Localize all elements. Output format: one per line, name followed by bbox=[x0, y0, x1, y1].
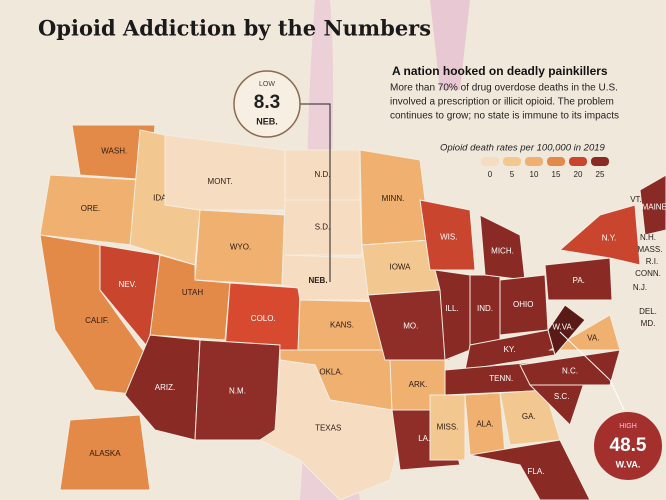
state-label: IND. bbox=[477, 304, 493, 313]
legend-swatch bbox=[503, 157, 521, 166]
state-label: PA. bbox=[573, 276, 585, 285]
body-line: involved a prescription or illicit opioi… bbox=[390, 97, 614, 108]
state-label: OHIO bbox=[513, 300, 533, 309]
state bbox=[558, 204, 641, 266]
low-label: LOW bbox=[259, 81, 275, 88]
legend-swatch bbox=[481, 157, 499, 166]
low-value: 8.3 bbox=[254, 92, 280, 113]
high-state: W.VA. bbox=[616, 459, 641, 469]
legend-tick-label: 5 bbox=[510, 170, 515, 179]
legend: 0 5 10 15 20 25 bbox=[481, 157, 609, 179]
state-label: VT. bbox=[630, 195, 642, 204]
state bbox=[282, 199, 363, 256]
state bbox=[419, 199, 476, 271]
state bbox=[434, 269, 471, 361]
state-label: ARK. bbox=[409, 380, 428, 389]
high-leader bbox=[559, 331, 626, 413]
legend-tick-label: 25 bbox=[596, 170, 605, 179]
state-label: N.Y. bbox=[602, 234, 617, 243]
state-label: GA. bbox=[522, 412, 536, 421]
state bbox=[548, 314, 621, 351]
high-callout bbox=[592, 410, 664, 482]
low-state: NEB. bbox=[256, 116, 278, 126]
state-label: ORE. bbox=[81, 204, 101, 213]
state bbox=[259, 359, 401, 500]
watercolor bbox=[430, 0, 470, 90]
state-label: N.H. bbox=[640, 233, 656, 242]
title: Opioid Addiction by the Numbers bbox=[38, 16, 431, 41]
state-label: N.J. bbox=[633, 283, 647, 292]
state-label: CALIF. bbox=[85, 316, 109, 325]
state-label: MINN. bbox=[382, 194, 405, 203]
state-label: UTAH bbox=[182, 288, 203, 297]
legend-swatch bbox=[525, 157, 543, 166]
legend-tick-label: 15 bbox=[552, 170, 561, 179]
legend-swatch bbox=[591, 157, 609, 166]
heading: A nation hooked on deadly painkillers bbox=[392, 64, 608, 78]
legend-swatch bbox=[569, 157, 587, 166]
state-label: ILL. bbox=[445, 304, 458, 313]
state-label: N.C. bbox=[562, 366, 578, 375]
state bbox=[547, 304, 586, 357]
state bbox=[544, 257, 613, 301]
state bbox=[429, 394, 466, 461]
state-label: MICH. bbox=[491, 246, 514, 255]
state-label: ALASKA bbox=[89, 449, 121, 458]
state-label: MD. bbox=[641, 319, 656, 328]
map: WASH.ORE.CALIF.NEV.IDAHOMONT.WYO.UTAHCOL… bbox=[39, 124, 666, 500]
state-label: DEL. bbox=[639, 307, 657, 316]
state-label: N.D. bbox=[315, 170, 331, 179]
state-label: LA. bbox=[418, 434, 430, 443]
state-label: ARIZ. bbox=[155, 383, 175, 392]
state-label: MO. bbox=[403, 321, 418, 330]
legend-tick-label: 10 bbox=[530, 170, 539, 179]
state-label: CONN. bbox=[635, 269, 661, 278]
low-leader bbox=[300, 103, 331, 282]
state-label: N.M. bbox=[229, 386, 246, 395]
body-line: More than 70% of drug overdose deaths in… bbox=[390, 83, 618, 94]
state-label: IOWA bbox=[389, 263, 411, 272]
state-label: MAINE bbox=[642, 203, 666, 212]
state bbox=[639, 174, 666, 236]
state-label: VA. bbox=[587, 333, 599, 342]
legend-swatch bbox=[547, 157, 565, 166]
high-value: 48.5 bbox=[610, 435, 647, 456]
legend-tick-label: 0 bbox=[488, 170, 493, 179]
low-callout bbox=[233, 70, 301, 138]
body-line: continues to grow; no state is immune to… bbox=[390, 111, 619, 122]
state-label: MASS. bbox=[638, 245, 663, 254]
state-label: R.I. bbox=[646, 257, 658, 266]
state-label: NEV. bbox=[119, 280, 137, 289]
state-label: S.C. bbox=[554, 392, 570, 401]
state-label: WYO. bbox=[230, 243, 251, 252]
state bbox=[519, 349, 621, 386]
state-label: COLO. bbox=[251, 314, 276, 323]
state-label: W.VA. bbox=[552, 323, 574, 332]
state-label: WIS. bbox=[440, 233, 457, 242]
state-label: KY. bbox=[504, 345, 516, 354]
state-label: OKLA. bbox=[319, 368, 343, 377]
legend-tick-label: 20 bbox=[574, 170, 583, 179]
state-label: NEB. bbox=[308, 276, 327, 285]
state-label: KANS. bbox=[330, 321, 354, 330]
legend-title: Opioid death rates per 100,000 in 2019 bbox=[440, 143, 606, 154]
state-label: S.D. bbox=[315, 223, 331, 232]
state-label: MONT. bbox=[208, 177, 233, 186]
state bbox=[164, 134, 286, 211]
high-label: HIGH bbox=[619, 423, 637, 430]
state-label: TEXAS bbox=[315, 424, 341, 433]
state-label: WASH. bbox=[101, 146, 127, 155]
state bbox=[469, 439, 591, 500]
state bbox=[59, 414, 151, 491]
state bbox=[124, 334, 201, 441]
state-label: ALA. bbox=[476, 420, 493, 429]
state-label: FLA. bbox=[528, 467, 545, 476]
state bbox=[367, 289, 451, 361]
state-label: TENN. bbox=[489, 374, 513, 383]
state-label: MISS. bbox=[437, 423, 459, 432]
